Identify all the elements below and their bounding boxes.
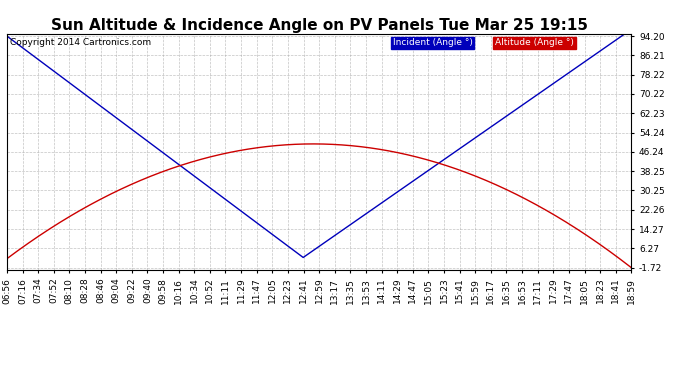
Title: Sun Altitude & Incidence Angle on PV Panels Tue Mar 25 19:15: Sun Altitude & Incidence Angle on PV Pan… xyxy=(50,18,588,33)
Text: Copyright 2014 Cartronics.com: Copyright 2014 Cartronics.com xyxy=(10,39,151,48)
Text: Altitude (Angle °): Altitude (Angle °) xyxy=(495,39,574,48)
Text: Incident (Angle °): Incident (Angle °) xyxy=(393,39,473,48)
